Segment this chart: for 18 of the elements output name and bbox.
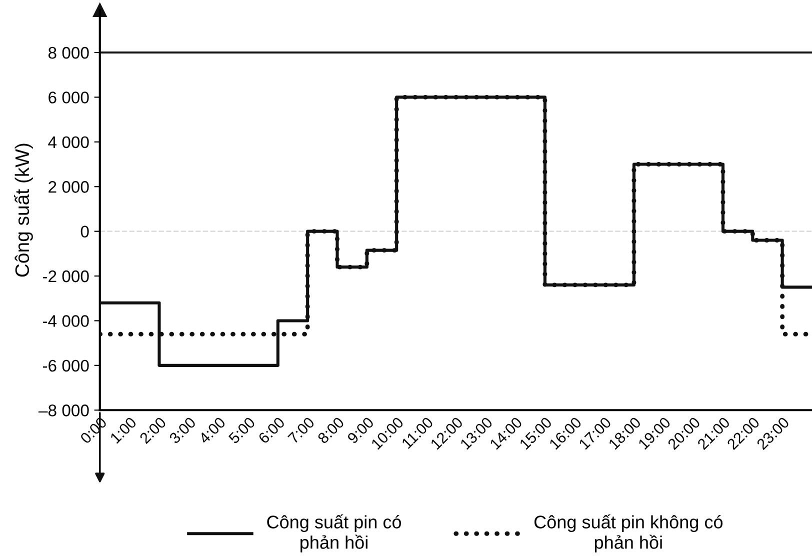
- x-tick-label: 8:00: [316, 416, 345, 444]
- y-tick-label: 8 000: [48, 46, 89, 59]
- y-axis-title: Công suất (kW): [14, 144, 33, 277]
- legend-label: Công suất pin có phản hồi: [267, 514, 402, 552]
- y-tick-label: 2 000: [48, 181, 89, 193]
- x-tick-label: 3:00: [168, 416, 196, 444]
- y-tick-label: 4 000: [48, 136, 89, 148]
- y-tick-label: -6 000: [42, 360, 89, 372]
- y-tick-label: -2 000: [42, 270, 89, 282]
- x-tick-label: 4:00: [198, 416, 226, 444]
- y-tick-label: -4 000: [42, 315, 89, 327]
- x-tick-label: 6:00: [258, 416, 286, 444]
- y-tick-label: –8 000: [38, 404, 89, 416]
- y-tick-label: 6 000: [48, 92, 89, 104]
- legend-label: Công suất pin không có phản hồi: [534, 514, 723, 552]
- x-tick-label: 5:00: [228, 416, 256, 444]
- y-tick-label: 0: [80, 226, 89, 238]
- x-tick-label: 7:00: [287, 416, 316, 444]
